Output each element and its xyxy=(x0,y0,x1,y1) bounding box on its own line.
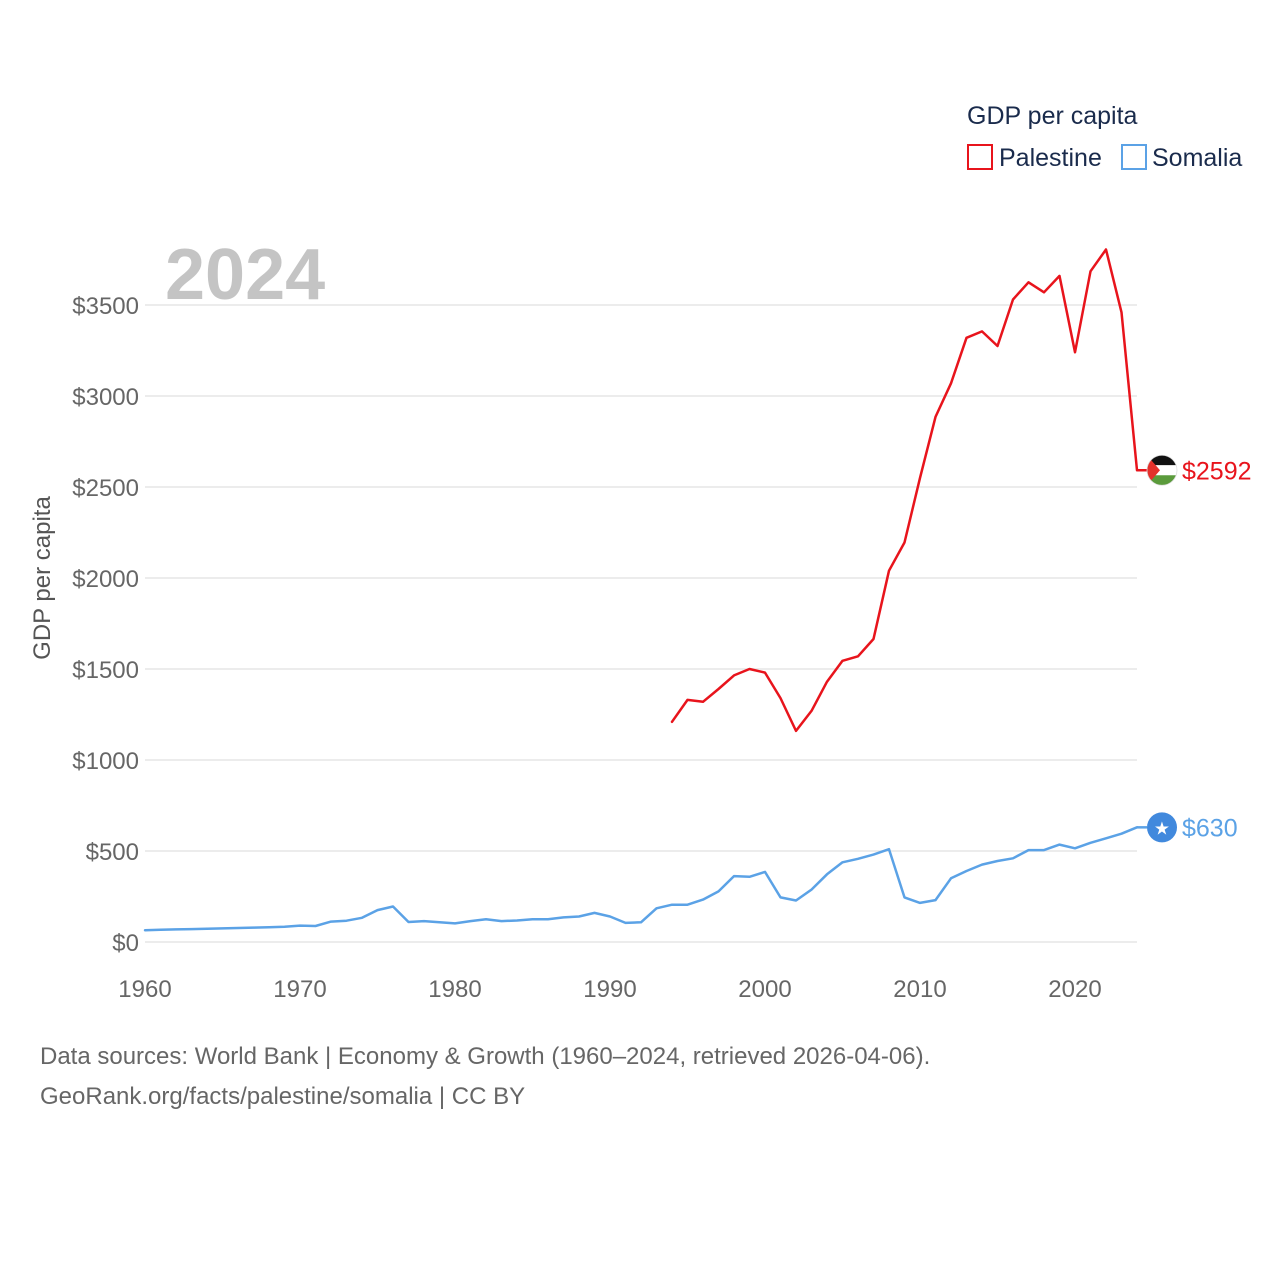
y-tick-label: $500 xyxy=(86,839,139,866)
legend-swatch-palestine xyxy=(967,144,993,170)
x-tick-label: 1970 xyxy=(273,976,326,1003)
series-line-palestine[interactable] xyxy=(670,248,1139,733)
legend-label-somalia: Somalia xyxy=(1152,144,1242,172)
x-tick-label: 1990 xyxy=(583,976,636,1003)
y-axis-ticks: $0 $500 $1000 $1500 $2000 $2500 $3000 $3500 xyxy=(72,293,139,957)
somalia-flag-icon: ★ xyxy=(1147,812,1177,843)
y-axis-label: GDP per capita xyxy=(29,496,56,660)
palestine-flag-icon xyxy=(1146,454,1178,486)
footer-attribution: GeoRank.org/facts/palestine/somalia | CC… xyxy=(40,1083,526,1110)
y-tick-label: $2500 xyxy=(72,475,139,502)
end-value-label-somalia: $630 xyxy=(1182,814,1238,842)
end-value-label-palestine: $2592 xyxy=(1182,457,1252,485)
x-tick-label: 2010 xyxy=(893,976,946,1003)
series-endpoints: $2592 ★ $630 xyxy=(1137,454,1252,843)
x-axis-ticks: 1960 1970 1980 1990 2000 2010 2020 xyxy=(118,976,1101,1003)
y-tick-label: $0 xyxy=(112,930,139,957)
y-tick-label: $2000 xyxy=(72,566,139,593)
year-watermark: 2024 xyxy=(165,235,325,315)
x-tick-label: 2020 xyxy=(1048,976,1101,1003)
footer-sources: Data sources: World Bank | Economy & Gro… xyxy=(40,1043,931,1070)
legend-swatch-somalia xyxy=(1121,144,1147,170)
series-line-somalia[interactable] xyxy=(143,826,1139,932)
legend-label-palestine: Palestine xyxy=(999,144,1102,172)
legend: GDP per capita Palestine Somalia xyxy=(967,102,1242,172)
y-tick-label: $3500 xyxy=(72,293,139,320)
legend-item-palestine[interactable]: Palestine xyxy=(967,144,1102,172)
x-tick-label: 1980 xyxy=(428,976,481,1003)
y-tick-label: $1500 xyxy=(72,657,139,684)
svg-text:★: ★ xyxy=(1154,818,1170,839)
x-tick-label: 2000 xyxy=(738,976,791,1003)
y-tick-label: $3000 xyxy=(72,384,139,411)
x-tick-label: 1960 xyxy=(118,976,171,1003)
grid-lines xyxy=(145,304,1137,943)
y-tick-label: $1000 xyxy=(72,748,139,775)
legend-item-somalia[interactable]: Somalia xyxy=(1121,144,1242,172)
series-lines xyxy=(143,248,1139,932)
legend-title: GDP per capita xyxy=(967,102,1138,130)
